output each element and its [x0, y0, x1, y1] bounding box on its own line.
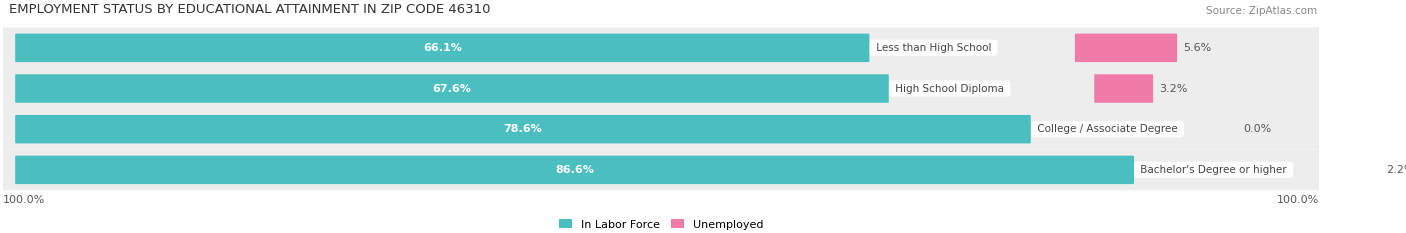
FancyBboxPatch shape — [3, 150, 1319, 190]
Text: 66.1%: 66.1% — [423, 43, 461, 53]
FancyBboxPatch shape — [1076, 34, 1177, 62]
Text: College / Associate Degree: College / Associate Degree — [1035, 124, 1181, 134]
Text: Less than High School: Less than High School — [873, 43, 994, 53]
Text: 3.2%: 3.2% — [1159, 83, 1188, 93]
Text: EMPLOYMENT STATUS BY EDUCATIONAL ATTAINMENT IN ZIP CODE 46310: EMPLOYMENT STATUS BY EDUCATIONAL ATTAINM… — [10, 3, 491, 16]
Text: Bachelor's Degree or higher: Bachelor's Degree or higher — [1137, 165, 1291, 175]
FancyBboxPatch shape — [15, 34, 869, 62]
Text: Source: ZipAtlas.com: Source: ZipAtlas.com — [1205, 6, 1317, 16]
Text: 100.0%: 100.0% — [1277, 195, 1319, 205]
FancyBboxPatch shape — [3, 109, 1319, 150]
FancyBboxPatch shape — [15, 156, 1135, 184]
FancyBboxPatch shape — [15, 115, 1031, 144]
Text: 86.6%: 86.6% — [555, 165, 595, 175]
FancyBboxPatch shape — [1340, 156, 1381, 184]
FancyBboxPatch shape — [15, 74, 889, 103]
Text: 100.0%: 100.0% — [3, 195, 45, 205]
FancyBboxPatch shape — [3, 27, 1319, 68]
Text: 5.6%: 5.6% — [1182, 43, 1212, 53]
Text: High School Diploma: High School Diploma — [893, 83, 1007, 93]
Text: 0.0%: 0.0% — [1243, 124, 1271, 134]
Legend: In Labor Force, Unemployed: In Labor Force, Unemployed — [558, 219, 763, 230]
Text: 67.6%: 67.6% — [433, 83, 471, 93]
Text: 78.6%: 78.6% — [503, 124, 543, 134]
Text: 2.2%: 2.2% — [1386, 165, 1406, 175]
FancyBboxPatch shape — [1094, 74, 1153, 103]
FancyBboxPatch shape — [3, 68, 1319, 109]
